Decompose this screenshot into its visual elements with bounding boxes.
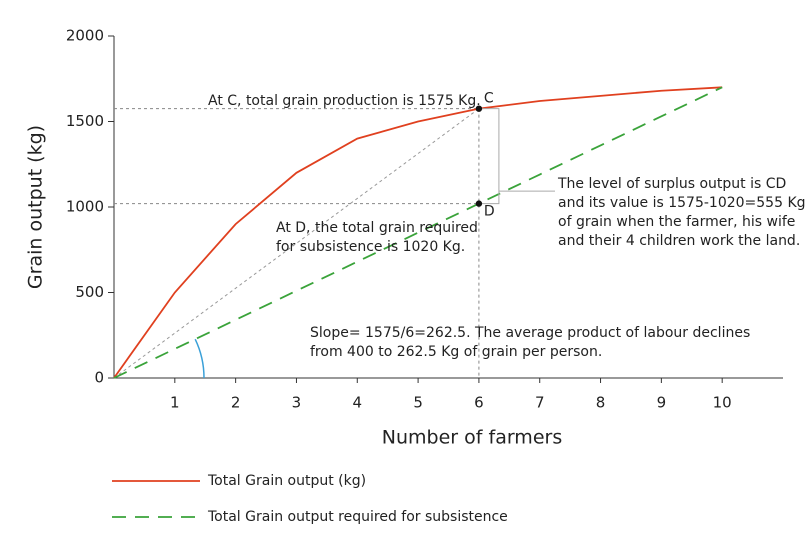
series-line [113,86,723,379]
x-tick-label: 3 [292,394,302,412]
annotation: Slope= 1575/6=262.5. The average product… [310,325,750,341]
x-tick-label: 1 [170,394,180,412]
x-tick-label: 5 [413,394,423,412]
point [475,105,483,112]
annotation: from 400 to 262.5 Kg of grain per person… [310,344,602,360]
legend-label: Total Grain output required for subsiste… [207,509,508,525]
annotation: and their 4 children work the land. [558,233,800,249]
y-tick-label: 0 [94,369,104,387]
x-axis-title: Number of farmers [382,427,562,449]
annotation: of grain when the farmer, his wife [558,214,795,230]
y-tick-label: 1000 [66,198,104,216]
x-tick-label: 8 [596,394,606,412]
annotation: At D, the total grain required [276,220,478,236]
angle-arc [194,338,205,379]
annotation: The level of surplus output is CD [557,176,786,192]
y-tick-label: 2000 [66,27,104,45]
x-tick-label: 4 [352,394,362,412]
x-tick-label: 9 [657,394,667,412]
y-tick-label: 500 [75,283,104,301]
point [475,200,483,207]
x-tick-label: 7 [535,394,545,412]
annotation: At C, total grain production is 1575 Kg. [208,93,481,109]
legend-label: Total Grain output (kg) [207,473,366,489]
y-tick-label: 1500 [66,112,104,130]
x-tick-label: 2 [231,394,241,412]
x-tick-label: 6 [474,394,484,412]
annotation: and its value is 1575-1020=555 Kg [558,195,806,211]
annotation: for subsistence is 1020 Kg. [276,239,465,255]
point-label: C [484,91,494,107]
surplus-bracket [478,108,555,205]
point-label: D [484,204,495,220]
series-line [113,86,723,379]
x-tick-label: 10 [713,394,732,412]
y-axis-title: Grain output (kg) [25,125,47,289]
